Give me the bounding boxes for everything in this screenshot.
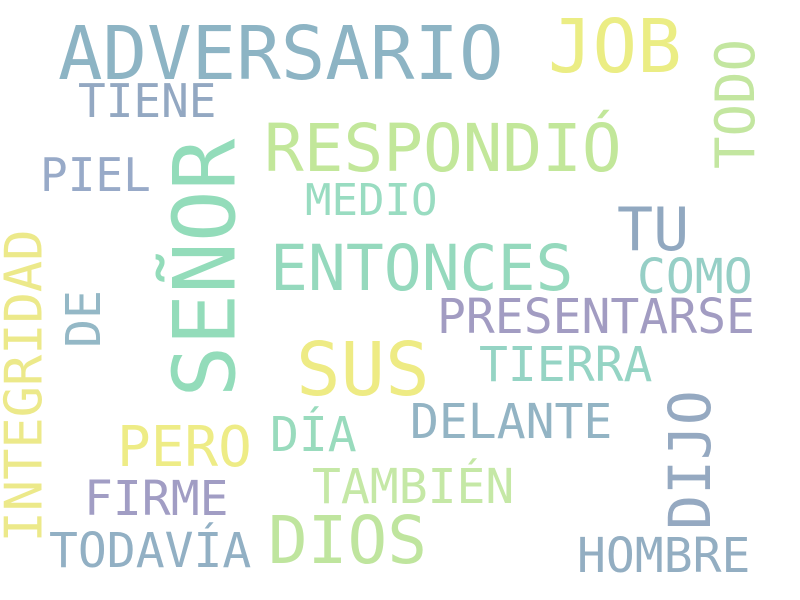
word-todo: TODO [704,38,768,170]
word-entonces: ENTONCES [270,232,574,305]
word-tiene: TIENE [78,74,217,128]
word-dijo: DIJO [656,390,724,530]
word-tierra: TIERRA [479,337,653,393]
word-respondio: RESPONDIÓ [264,110,622,187]
word-tambien: TAMBIÉN [312,459,515,515]
word-dia: DÍA [270,407,357,463]
word-delante: DELANTE [410,394,613,450]
word-firme: FIRME [84,471,229,527]
word-integridad: INTEGRIDAD [0,229,56,543]
word-medio: MEDIO [305,175,438,226]
word-todavia: TODAVÍA [49,523,252,579]
word-job: JOB [548,4,682,90]
word-dios: DIOS [268,502,427,579]
word-tu: TU [617,195,690,265]
word-sus: SUS [296,327,430,413]
word-senor: SEÑOR [155,138,256,398]
word-de: DE [56,290,113,348]
word-pero: PERO [117,415,252,480]
word-como: COMO [637,249,753,305]
word-piel: PIEL [40,148,151,202]
word-hombre: HOMBRE [577,528,751,584]
word-presentarse: PRESENTARSE [437,289,755,345]
word-adversario: ADVERSARIO [58,11,504,97]
